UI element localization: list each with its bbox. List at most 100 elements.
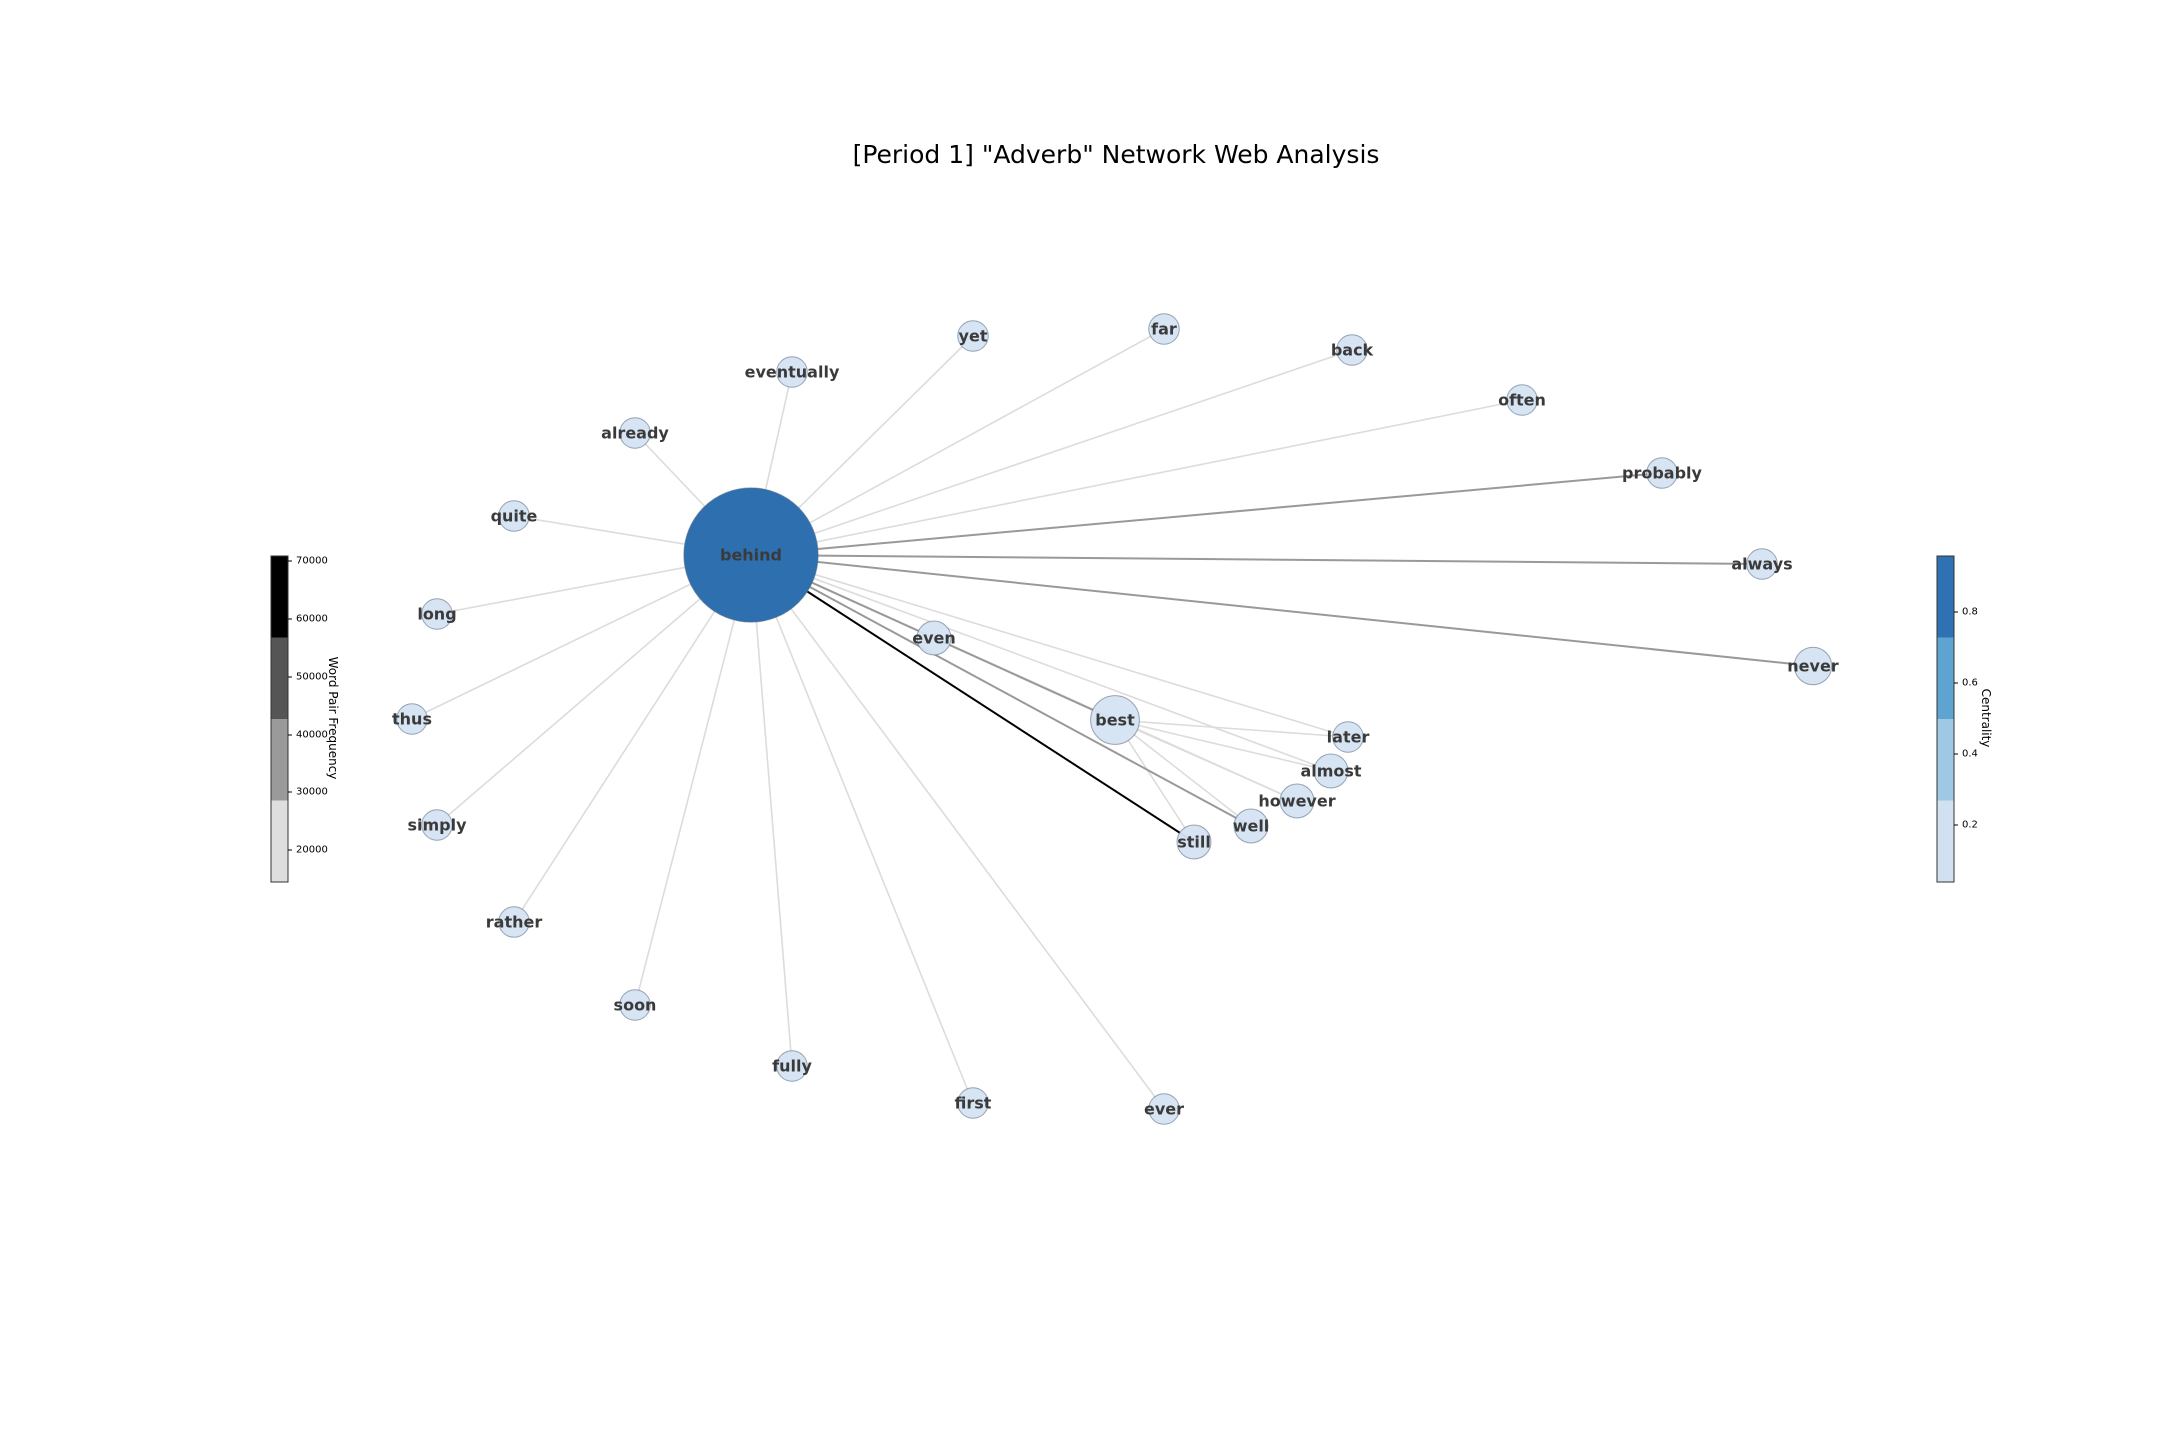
node-label-far: far xyxy=(1151,320,1177,339)
node-far[interactable] xyxy=(1148,313,1180,345)
colorbar-band xyxy=(271,637,288,719)
node-label-almost: almost xyxy=(1300,762,1361,781)
node-label-first: first xyxy=(955,1094,992,1113)
node-never[interactable] xyxy=(1793,646,1833,686)
node-label-soon: soon xyxy=(614,996,657,1015)
node-long[interactable] xyxy=(421,598,453,630)
node-back[interactable] xyxy=(1336,334,1368,366)
node-label-behind: behind xyxy=(720,546,782,565)
edge-behind-back xyxy=(750,349,1353,556)
node-already[interactable] xyxy=(619,417,651,449)
node-soon[interactable] xyxy=(619,989,651,1021)
node-colorbar-tick-label: 0.4 xyxy=(1962,749,1978,760)
node-always[interactable] xyxy=(1746,548,1778,580)
node-label-rather: rather xyxy=(486,913,543,932)
edge-colorbar-tick-label: 70000 xyxy=(296,556,328,567)
edge-behind-almost xyxy=(750,554,1332,772)
edge-colorbar-tick-label: 30000 xyxy=(296,787,328,798)
node-label-never: never xyxy=(1787,657,1839,676)
label-layer: behind best never even almost however well stil… xyxy=(392,320,1839,1119)
node-colorbar-label: Centrality xyxy=(1979,689,1993,748)
edge-behind-still xyxy=(750,554,1195,843)
node-label-even: even xyxy=(912,629,956,648)
node-label-simply: simply xyxy=(407,816,467,835)
edge-behind-fully xyxy=(750,554,793,1067)
node-later[interactable] xyxy=(1332,721,1364,753)
edge-behind-never xyxy=(750,554,1814,667)
node-label-long: long xyxy=(417,605,456,624)
edge-behind-simply xyxy=(436,554,752,826)
node-label-probably: probably xyxy=(1622,464,1703,483)
colorbar-band xyxy=(271,719,288,801)
colorbar-band xyxy=(271,800,288,882)
edge-best-well xyxy=(1114,719,1252,827)
node-probably[interactable] xyxy=(1646,457,1678,489)
node-label-back: back xyxy=(1331,341,1374,360)
node-label-however: however xyxy=(1258,792,1335,811)
edge-colorbar-tick-label: 60000 xyxy=(296,614,328,625)
colorbar-band xyxy=(1937,556,1954,638)
edge-best-almost xyxy=(1114,719,1332,772)
node-label-already: already xyxy=(601,424,669,443)
node-often[interactable] xyxy=(1506,384,1538,416)
node-label-ever: ever xyxy=(1144,1100,1184,1119)
node-label-often: often xyxy=(1498,391,1546,410)
edge-behind-later xyxy=(750,554,1349,738)
edge-colorbar-tick-label: 20000 xyxy=(296,845,328,856)
colorbar-band xyxy=(1937,637,1954,719)
colorbar-band xyxy=(271,556,288,638)
edge-frequency-colorbar: 70000 60000 50000 40000 30000 20000 Word Pair… xyxy=(270,555,340,883)
node-however[interactable] xyxy=(1279,783,1315,819)
edge-colorbar-label: Word Pair Frequency xyxy=(326,657,340,780)
chart-title: [Period 1] "Adverb" Network Web Analysis xyxy=(852,140,1380,169)
edge-colorbar-frame xyxy=(270,555,289,883)
node-colorbar-tick-label: 0.6 xyxy=(1962,678,1978,689)
node-colorbar-frame xyxy=(1936,555,1955,883)
edge-colorbar-tick-label: 40000 xyxy=(296,730,328,741)
edge-behind-often xyxy=(750,399,1523,556)
node-label-well: well xyxy=(1233,817,1270,836)
edge-behind-far xyxy=(750,328,1165,556)
edge-behind-ever xyxy=(750,554,1165,1110)
edge-colorbar-tick-label: 50000 xyxy=(296,672,328,683)
node-label-always: always xyxy=(1731,555,1792,574)
node-fully[interactable] xyxy=(776,1050,808,1082)
centrality-colorbar: 0.8 0.6 0.4 0.2 Centrality xyxy=(1936,555,1993,883)
node-label-yet: yet xyxy=(959,327,988,346)
node-quite[interactable] xyxy=(498,500,530,532)
edge-best-later xyxy=(1114,719,1349,738)
node-yet[interactable] xyxy=(957,320,989,352)
node-first[interactable] xyxy=(957,1087,989,1119)
colorbar-band xyxy=(1937,719,1954,801)
node-layer xyxy=(396,313,1833,1125)
node-almost[interactable] xyxy=(1313,753,1349,789)
node-rather[interactable] xyxy=(498,906,530,938)
node-colorbar-tick-label: 0.8 xyxy=(1962,607,1978,618)
node-label-quite: quite xyxy=(491,507,538,526)
node-label-thus: thus xyxy=(392,710,432,729)
node-even[interactable] xyxy=(916,620,952,656)
node-colorbar-tick-label: 0.2 xyxy=(1962,820,1978,831)
edge-behind-probably xyxy=(750,472,1663,556)
edge-behind-first xyxy=(750,554,974,1104)
node-well[interactable] xyxy=(1233,808,1269,844)
node-still[interactable] xyxy=(1176,824,1212,860)
colorbar-band xyxy=(1937,800,1954,882)
node-label-still: still xyxy=(1177,833,1211,852)
node-thus[interactable] xyxy=(396,703,428,735)
edge-behind-well xyxy=(750,554,1252,827)
edge-behind-soon xyxy=(634,554,752,1006)
node-best[interactable] xyxy=(1090,695,1140,745)
node-label-eventually: eventually xyxy=(745,363,840,382)
edge-behind-rather xyxy=(513,554,752,923)
node-label-fully: fully xyxy=(772,1057,812,1076)
node-ever[interactable] xyxy=(1148,1093,1180,1125)
node-eventually[interactable] xyxy=(776,356,808,388)
node-simply[interactable] xyxy=(421,809,453,841)
edge-behind-always xyxy=(750,554,1763,565)
node-behind[interactable] xyxy=(683,487,819,623)
edge-best-however xyxy=(1114,719,1298,802)
node-label-best: best xyxy=(1095,711,1135,730)
node-label-later: later xyxy=(1327,728,1370,747)
